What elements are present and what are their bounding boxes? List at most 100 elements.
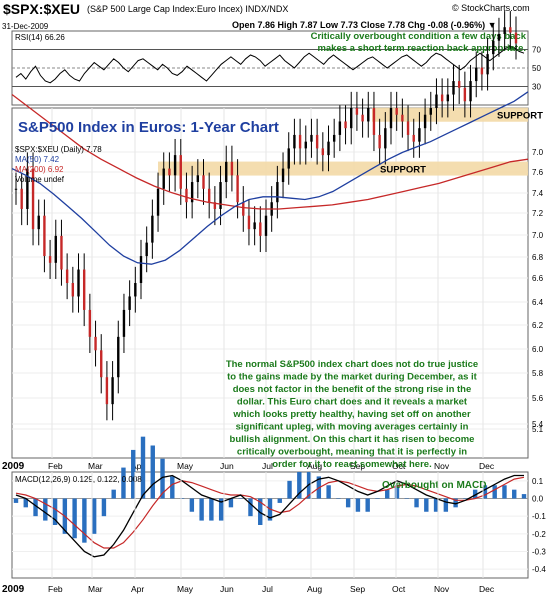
price-candle — [480, 67, 484, 75]
macd-panel-frame — [11, 471, 529, 579]
price-candle — [389, 108, 393, 129]
macd-histogram-bar — [199, 498, 204, 521]
macd-histogram-bar — [521, 494, 527, 499]
macd-histogram-bar — [43, 498, 48, 521]
price-candle — [418, 128, 421, 142]
price-candle — [423, 114, 427, 129]
macd-histogram-bar — [404, 498, 409, 499]
price-candle — [503, 27, 506, 34]
price-candle — [185, 188, 188, 203]
macd-histogram-bar — [23, 498, 28, 508]
price-candle — [253, 222, 256, 230]
price-candle — [378, 134, 381, 149]
price-candle — [497, 33, 501, 41]
macd-histogram-bar — [424, 498, 429, 512]
price-candle — [304, 141, 307, 149]
price-legend-entry: Volume undef — [15, 175, 65, 184]
macd-histogram-bar — [287, 480, 292, 499]
macd-month-label: Feb — [48, 584, 63, 594]
macd-month-label: Jun — [220, 584, 234, 594]
price-month-label: Sep — [350, 461, 365, 471]
price-candle — [122, 309, 126, 337]
price-candle — [60, 235, 63, 270]
macd-tick-label: 0.0 — [532, 495, 544, 504]
price-candle — [77, 269, 80, 297]
macd-histogram-bar — [33, 498, 38, 517]
price-candle — [26, 168, 29, 209]
price-tick-label: 7.6 — [532, 168, 544, 177]
macd-line — [15, 474, 524, 558]
macd-annotation: Overbought on MACD — [382, 480, 486, 491]
macd-histogram-bar — [355, 498, 361, 512]
chart-description: (S&P 500 Large Cap Index:Euro Incex) IND… — [87, 4, 289, 14]
price-tick-label: 6.0 — [532, 345, 544, 354]
price-candle — [298, 134, 302, 149]
macd-month-label: Aug — [307, 584, 322, 594]
price-legend-entry: $SPX:$XEU (Daily) 7.78 — [15, 145, 102, 154]
macd-histogram-bar — [277, 498, 282, 503]
price-candle — [435, 94, 438, 108]
rsi-tick-label: 30 — [532, 83, 541, 92]
price-candle — [327, 141, 330, 156]
price-month-label: Mar — [88, 461, 103, 471]
price-candle — [355, 108, 359, 115]
price-legend-entry: MA(200) 6.92 — [15, 165, 64, 174]
price-candle — [145, 242, 148, 257]
price-candle — [475, 67, 478, 82]
price-annotation-line: does not factor in the benefit of the st… — [233, 384, 472, 395]
price-candle — [134, 283, 137, 297]
price-candle — [196, 175, 200, 183]
price-month-label: Apr — [131, 461, 144, 471]
price-month-label: Jul — [262, 461, 273, 471]
macd-histogram-bar — [463, 498, 468, 499]
price-candle — [117, 336, 120, 378]
macd-histogram-bar — [248, 498, 253, 517]
price-candle — [48, 256, 52, 263]
rsi-annotation-line1: Critically overbought condition a few da… — [311, 31, 527, 42]
macd-histogram-bar — [297, 472, 302, 499]
macd-histogram-bar — [394, 485, 400, 499]
price-candle — [14, 188, 18, 190]
price-candle — [54, 235, 57, 263]
price-tick-label: 7.2 — [532, 209, 544, 218]
rsi-tick-label: 50 — [532, 64, 541, 73]
price-candle — [281, 168, 285, 183]
macd-signal-line — [15, 476, 525, 549]
price-month-label: Dec — [479, 461, 495, 471]
price-candle — [440, 94, 444, 102]
macd-histogram-bar — [140, 436, 146, 499]
price-tick-label: 6.8 — [532, 253, 544, 262]
ma50-line — [11, 91, 529, 265]
price-candle — [65, 269, 69, 283]
price-candle — [509, 27, 512, 33]
price-candle — [315, 134, 319, 149]
price-candle — [207, 188, 211, 203]
rsi-annotation-line2: makes a short term reaction back appropr… — [317, 43, 526, 54]
macd-histogram-bar — [228, 498, 234, 508]
price-candle — [446, 94, 450, 102]
ohlc-readout: Open 7.86 High 7.87 Low 7.73 Close 7.78 … — [232, 20, 497, 30]
price-tick-label: 5.6 — [532, 394, 544, 403]
price-candle — [202, 175, 205, 189]
price-candle — [173, 155, 177, 176]
price-candle — [151, 215, 154, 243]
macd-histogram-bar — [209, 498, 214, 521]
price-annotation-line: dollar. This Euro chart does and it reve… — [237, 397, 468, 408]
rsi-tick-label: 70 — [532, 46, 541, 55]
price-candle — [452, 81, 455, 95]
rsi-line — [15, 45, 525, 84]
macd-histogram-bar — [482, 485, 488, 499]
macd-histogram-bar — [512, 489, 517, 499]
price-candle — [139, 256, 143, 283]
price-candle — [179, 155, 182, 189]
macd-histogram-bar — [258, 498, 263, 525]
support-label: SUPPORT — [497, 111, 543, 122]
macd-month-label: Sep — [350, 584, 365, 594]
macd-histogram-bar — [414, 498, 419, 508]
macd-histogram-bar — [179, 498, 185, 499]
macd-month-label: Jul — [262, 584, 273, 594]
support-label: SUPPORT — [380, 165, 426, 176]
price-candle — [20, 188, 23, 209]
price-month-label: Oct — [392, 461, 406, 471]
